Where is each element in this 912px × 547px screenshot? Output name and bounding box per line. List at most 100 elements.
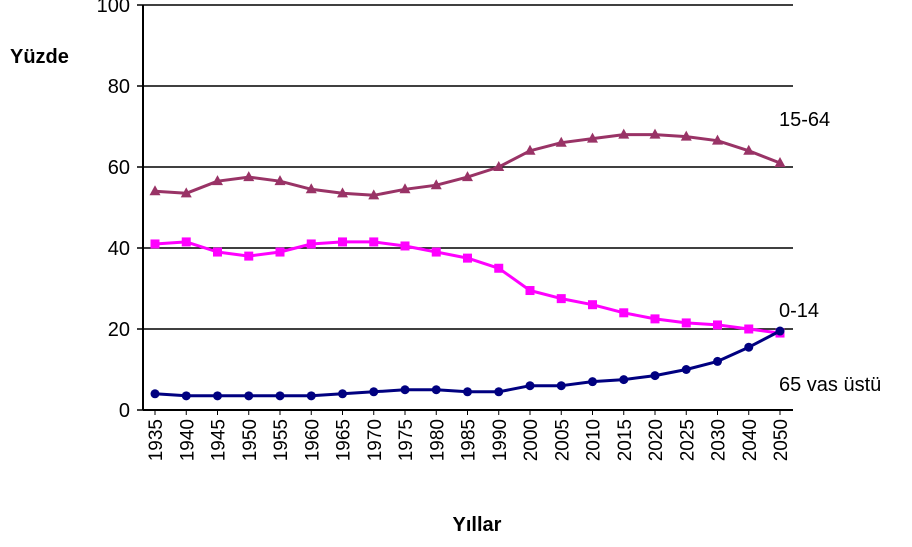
data-point-1-1980	[431, 247, 441, 257]
data-point-2-1950	[244, 391, 254, 401]
series-2	[150, 326, 785, 401]
data-point-0-1965	[337, 187, 348, 198]
data-point-0-1950	[243, 171, 255, 182]
series-label-0: 15-64	[779, 109, 830, 131]
series-label-2: 65 vas üstü	[779, 374, 881, 396]
data-point-1-1990	[494, 263, 504, 273]
data-point-1-2040	[744, 324, 754, 334]
x-tick-2020: 2020	[646, 419, 667, 461]
x-tick-2025: 2025	[677, 419, 698, 461]
x-tick-labels: 1935 1940 1945 1950 1955 1960 1965 1970 1975 1980…	[146, 419, 792, 461]
x-tick-marks	[154, 410, 781, 415]
x-tick-1975: 1975	[396, 419, 417, 461]
x-tick-1990: 1990	[490, 419, 511, 461]
data-point-0-1985	[462, 171, 473, 182]
data-point-0-2020	[649, 128, 661, 139]
x-axis-title: Yıllar	[453, 514, 502, 536]
data-point-1-1975	[400, 241, 410, 251]
data-point-2-1975	[400, 385, 410, 395]
data-point-1-1955	[275, 247, 285, 257]
y-tick-100: 100	[97, 0, 130, 17]
data-point-2-1935	[150, 389, 160, 399]
data-point-1-2030	[713, 320, 722, 330]
data-point-2-2040	[744, 342, 754, 352]
data-point-1-1960	[306, 239, 316, 249]
data-point-0-1975	[399, 183, 411, 194]
data-point-0-2050	[774, 156, 786, 167]
y-tick-80: 80	[108, 76, 130, 98]
data-point-0-2015	[618, 128, 630, 139]
data-point-0-1935	[149, 185, 161, 196]
series-group	[149, 128, 786, 401]
data-point-1-2010	[588, 300, 597, 310]
series-1	[150, 237, 785, 338]
x-tick-1985: 1985	[459, 419, 480, 461]
x-tick-2030: 2030	[709, 419, 730, 461]
data-point-0-2030	[712, 134, 723, 145]
series-labels: 15-64 0-14 65 vas üstü	[779, 109, 881, 396]
series-0	[149, 128, 786, 200]
data-point-0-1970	[368, 189, 380, 200]
data-point-1-1970	[369, 237, 379, 247]
data-point-1-2015	[619, 308, 629, 318]
x-tick-1935: 1935	[146, 419, 167, 461]
data-point-2-1985	[463, 387, 472, 397]
y-tick-labels: 0 20 40 60 80 100	[97, 0, 143, 422]
data-point-0-2025	[680, 130, 692, 141]
data-point-0-2005	[555, 136, 567, 147]
data-point-1-1950	[244, 251, 254, 261]
y-axis-title: Yüzde	[10, 46, 69, 68]
data-point-1-2000	[525, 286, 535, 296]
data-point-0-1945	[212, 175, 223, 186]
series-line-0	[154, 133, 781, 197]
data-point-1-1985	[463, 253, 472, 263]
data-point-1-1935	[150, 239, 160, 249]
data-point-2-2050	[775, 326, 785, 336]
series-line-2	[154, 329, 781, 398]
x-tick-2015: 2015	[615, 419, 636, 461]
data-point-2-1960	[306, 391, 316, 401]
x-tick-1945: 1945	[209, 419, 230, 461]
x-tick-2005: 2005	[552, 419, 573, 461]
data-point-2-2020	[650, 371, 660, 381]
x-tick-2010: 2010	[584, 419, 605, 461]
data-point-1-1965	[338, 237, 347, 247]
x-tick-1960: 1960	[302, 419, 323, 461]
data-point-2-1990	[494, 387, 504, 397]
y-tick-20: 20	[108, 319, 130, 341]
x-tick-1970: 1970	[365, 419, 386, 461]
data-point-0-1990	[493, 161, 505, 171]
data-point-2-1970	[369, 387, 379, 397]
data-point-2-1945	[213, 391, 222, 401]
data-point-0-2000	[524, 144, 536, 155]
series-label-1: 0-14	[779, 300, 819, 322]
x-tick-1980: 1980	[427, 419, 448, 461]
x-tick-2050: 2050	[771, 419, 792, 461]
data-point-0-2040	[743, 144, 755, 155]
data-point-2-1940	[181, 391, 191, 401]
data-point-1-1940	[181, 237, 191, 247]
data-point-1-1945	[213, 247, 222, 257]
data-point-2-1955	[275, 391, 285, 401]
data-point-1-2005	[556, 294, 566, 304]
y-tick-40: 40	[108, 238, 130, 260]
gridlines	[143, 4, 793, 411]
data-point-2-1965	[338, 389, 347, 399]
data-point-0-2010	[587, 132, 598, 143]
data-point-2-1980	[431, 385, 441, 395]
x-tick-1940: 1940	[177, 419, 198, 461]
data-point-0-1940	[180, 187, 192, 198]
data-point-2-2030	[713, 356, 722, 366]
data-point-2-2025	[681, 365, 691, 374]
data-point-2-2005	[556, 381, 566, 391]
x-tick-1955: 1955	[271, 419, 292, 461]
y-tick-60: 60	[108, 157, 130, 179]
data-point-0-1960	[305, 183, 317, 194]
data-point-0-1980	[430, 179, 442, 190]
data-point-2-2010	[588, 377, 597, 387]
data-point-0-1955	[274, 175, 286, 186]
x-tick-1965: 1965	[334, 419, 355, 461]
data-point-1-2020	[650, 314, 660, 324]
x-tick-1950: 1950	[240, 419, 261, 461]
